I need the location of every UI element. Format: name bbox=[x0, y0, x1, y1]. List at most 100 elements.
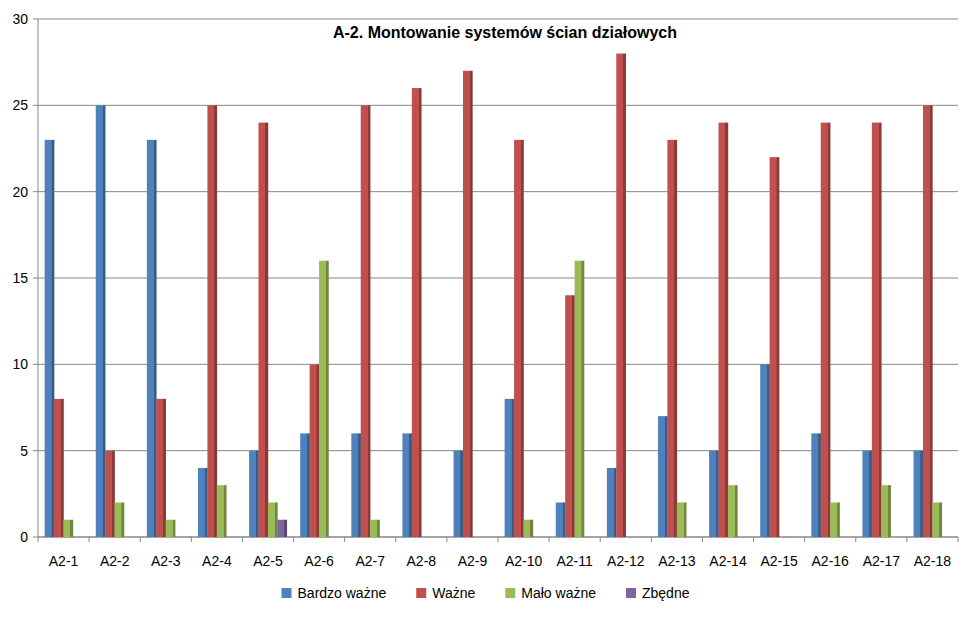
tick-mark bbox=[33, 19, 38, 20]
bar bbox=[788, 537, 798, 538]
category-tick bbox=[191, 537, 192, 542]
bar bbox=[667, 140, 677, 537]
bar bbox=[770, 157, 780, 537]
grid-line bbox=[38, 19, 958, 20]
category-tick bbox=[906, 537, 907, 542]
bar bbox=[402, 433, 412, 537]
legend-swatch bbox=[282, 588, 292, 598]
tick-mark bbox=[33, 364, 38, 365]
category-tick bbox=[140, 537, 141, 542]
tick-mark bbox=[33, 278, 38, 279]
bar bbox=[686, 537, 696, 538]
bar bbox=[565, 295, 575, 537]
bar bbox=[454, 451, 464, 537]
bar bbox=[821, 123, 831, 537]
x-tick-label: A2-10 bbox=[505, 553, 543, 569]
bar bbox=[719, 123, 729, 537]
background bbox=[0, 0, 971, 618]
y-tick-label: 25 bbox=[12, 97, 28, 113]
legend: Bardzo ważneWażneMało ważneZbędne bbox=[282, 585, 690, 601]
x-tick-label: A2-5 bbox=[253, 553, 283, 569]
category-tick bbox=[38, 537, 39, 542]
legend-swatch bbox=[505, 588, 515, 598]
x-tick-label: A2-15 bbox=[760, 553, 798, 569]
x-tick-label: A2-3 bbox=[151, 553, 181, 569]
grid-line bbox=[38, 364, 958, 365]
bar bbox=[259, 123, 269, 537]
y-tick-label: 20 bbox=[12, 184, 28, 200]
bar bbox=[575, 261, 585, 537]
bar bbox=[556, 502, 566, 537]
category-tick bbox=[446, 537, 447, 542]
bar bbox=[811, 433, 821, 537]
bar bbox=[166, 520, 176, 537]
legend-label: Mało ważne bbox=[521, 585, 596, 601]
bar bbox=[635, 537, 645, 538]
bar bbox=[412, 88, 422, 537]
bar bbox=[217, 485, 227, 537]
bar bbox=[45, 140, 55, 537]
grid-line bbox=[38, 278, 958, 279]
bar bbox=[268, 502, 278, 537]
bar bbox=[923, 105, 933, 537]
bar bbox=[361, 105, 371, 537]
bar bbox=[73, 537, 83, 538]
bar bbox=[319, 261, 329, 537]
bar bbox=[421, 537, 431, 538]
bar bbox=[942, 537, 952, 538]
bar bbox=[932, 502, 942, 537]
grid bbox=[33, 19, 958, 537]
bar bbox=[779, 537, 789, 538]
x-tick-label: A2-12 bbox=[607, 553, 645, 569]
bar bbox=[370, 520, 380, 537]
grid-line bbox=[38, 191, 958, 192]
category-tick bbox=[753, 537, 754, 542]
bar bbox=[300, 433, 310, 537]
y-tick-label: 15 bbox=[12, 270, 28, 286]
x-tick-label: A2-7 bbox=[355, 553, 385, 569]
x-tick-label: A2-14 bbox=[709, 553, 747, 569]
tick-mark bbox=[33, 450, 38, 451]
bar bbox=[54, 399, 64, 537]
bar bbox=[830, 502, 840, 537]
bar bbox=[607, 468, 617, 537]
tick-mark bbox=[33, 537, 38, 538]
x-tick-label: A2-11 bbox=[557, 553, 594, 569]
bar bbox=[105, 451, 115, 537]
category-tick bbox=[395, 537, 396, 542]
x-tick-label: A2-6 bbox=[304, 553, 334, 569]
bar bbox=[226, 537, 236, 538]
y-tick-label: 10 bbox=[12, 356, 28, 372]
bar bbox=[616, 54, 626, 537]
bar bbox=[584, 537, 594, 538]
bar bbox=[914, 451, 924, 537]
bar bbox=[709, 451, 719, 537]
bar bbox=[677, 502, 687, 537]
bar bbox=[482, 537, 492, 538]
bar bbox=[505, 399, 515, 537]
bar bbox=[463, 71, 473, 537]
x-tick-label: A2-2 bbox=[100, 553, 130, 569]
x-tick-label: A2-4 bbox=[202, 553, 232, 569]
bar bbox=[351, 433, 361, 537]
category-tick bbox=[293, 537, 294, 542]
bar bbox=[175, 537, 185, 538]
category-tick bbox=[958, 537, 959, 542]
category-tick bbox=[498, 537, 499, 542]
bar bbox=[872, 123, 882, 537]
grid-line bbox=[38, 105, 958, 106]
bar bbox=[63, 520, 73, 537]
bar bbox=[760, 364, 770, 537]
bar bbox=[840, 537, 850, 538]
category-tick bbox=[600, 537, 601, 542]
bar bbox=[249, 451, 259, 537]
legend-swatch bbox=[416, 588, 426, 598]
tick-mark bbox=[33, 105, 38, 106]
legend-label: Zbędne bbox=[642, 585, 690, 601]
x-tick-label: A2-1 bbox=[49, 553, 79, 569]
bar bbox=[737, 537, 747, 538]
chart: 051015202530A2-1A2-2A2-3A2-4A2-5A2-6A2-7… bbox=[0, 0, 971, 618]
y-tick-label: 30 bbox=[12, 11, 28, 27]
legend-label: Bardzo ważne bbox=[298, 585, 387, 601]
category-tick bbox=[651, 537, 652, 542]
